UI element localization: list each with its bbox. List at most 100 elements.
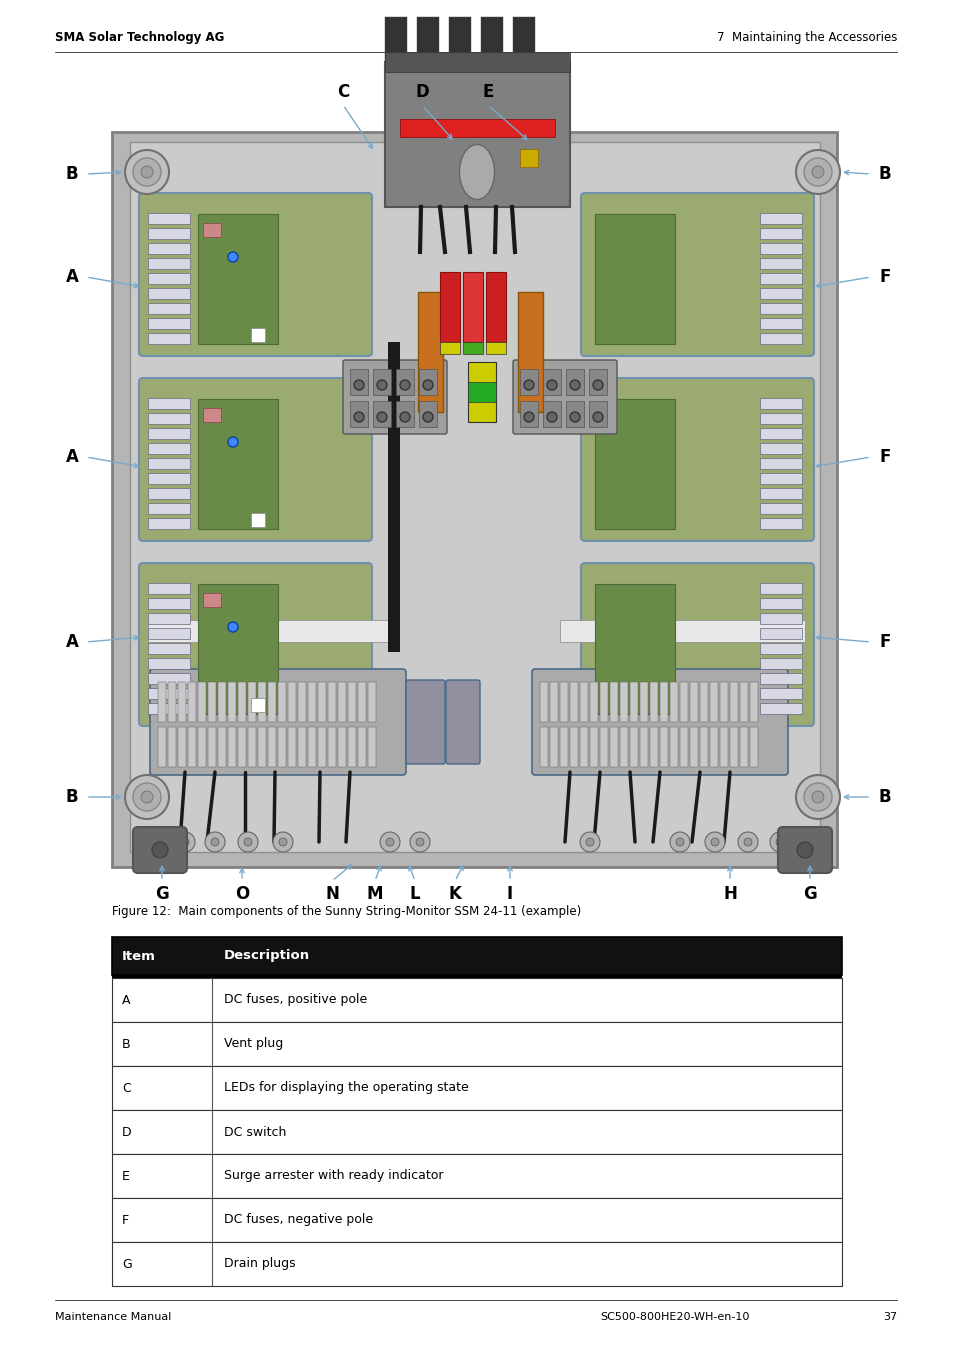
Bar — [148, 627, 190, 639]
Bar — [112, 1198, 841, 1242]
Bar — [148, 503, 190, 514]
Bar — [357, 681, 366, 722]
Text: F: F — [879, 448, 890, 466]
Circle shape — [278, 838, 287, 846]
Circle shape — [422, 380, 433, 389]
Bar — [148, 658, 190, 669]
Text: A: A — [66, 633, 78, 652]
Text: C: C — [122, 1082, 131, 1095]
Circle shape — [593, 380, 602, 389]
Bar — [112, 1155, 841, 1198]
Bar — [112, 937, 841, 975]
Text: G: G — [122, 1257, 132, 1271]
Bar — [418, 369, 436, 395]
Bar — [148, 473, 190, 484]
Bar — [589, 681, 598, 722]
Bar — [679, 727, 687, 767]
Text: G: G — [802, 886, 816, 903]
Bar — [251, 698, 265, 713]
Text: B: B — [66, 788, 78, 806]
Bar — [609, 727, 618, 767]
Bar — [760, 644, 801, 654]
Bar — [395, 369, 414, 395]
Text: M: M — [366, 886, 383, 903]
Bar — [659, 727, 667, 767]
Bar — [517, 292, 542, 412]
Circle shape — [669, 831, 689, 852]
Bar — [449, 18, 471, 62]
Text: Description: Description — [224, 949, 310, 963]
Text: F: F — [879, 633, 890, 652]
Bar — [112, 1242, 841, 1286]
Bar — [588, 402, 606, 427]
Circle shape — [273, 831, 293, 852]
Circle shape — [142, 154, 148, 160]
Bar — [198, 681, 206, 722]
Bar — [148, 258, 190, 269]
Circle shape — [811, 166, 823, 178]
Bar — [760, 397, 801, 410]
Circle shape — [710, 838, 719, 846]
Text: B: B — [122, 1037, 131, 1051]
Bar — [348, 681, 355, 722]
Text: B: B — [878, 788, 890, 806]
FancyBboxPatch shape — [406, 680, 444, 764]
Bar — [148, 214, 190, 224]
Circle shape — [743, 838, 751, 846]
Bar — [629, 727, 638, 767]
Bar — [720, 727, 727, 767]
Bar — [148, 288, 190, 299]
Bar — [158, 727, 166, 767]
Text: DC fuses, positive pole: DC fuses, positive pole — [224, 994, 367, 1006]
Bar — [148, 273, 190, 284]
Circle shape — [775, 838, 783, 846]
Circle shape — [132, 158, 161, 187]
Circle shape — [228, 437, 237, 448]
Bar — [462, 272, 482, 342]
Text: F: F — [122, 1214, 129, 1226]
Circle shape — [142, 840, 148, 845]
Circle shape — [125, 775, 169, 819]
Bar — [760, 658, 801, 669]
Text: Maintenance Manual: Maintenance Manual — [55, 1311, 172, 1322]
Bar — [297, 727, 306, 767]
FancyBboxPatch shape — [778, 827, 831, 873]
Bar — [328, 681, 335, 722]
Text: K: K — [448, 886, 461, 903]
Circle shape — [181, 838, 189, 846]
Bar — [709, 681, 718, 722]
Bar — [519, 402, 537, 427]
Circle shape — [211, 838, 219, 846]
Circle shape — [376, 380, 387, 389]
Bar — [542, 402, 560, 427]
Text: C: C — [336, 82, 349, 101]
Bar — [198, 399, 277, 529]
Circle shape — [244, 838, 252, 846]
FancyBboxPatch shape — [446, 680, 479, 764]
Circle shape — [399, 380, 410, 389]
Bar — [760, 412, 801, 425]
Bar — [148, 333, 190, 343]
Circle shape — [152, 842, 168, 859]
Bar — [418, 402, 436, 427]
Circle shape — [386, 838, 394, 846]
Bar — [399, 119, 555, 137]
Circle shape — [416, 838, 423, 846]
Circle shape — [141, 166, 152, 178]
Bar — [599, 727, 607, 767]
Bar — [760, 473, 801, 484]
Bar — [709, 727, 718, 767]
Bar — [417, 292, 442, 412]
Bar — [148, 228, 190, 239]
Bar — [700, 727, 707, 767]
Bar — [178, 727, 186, 767]
Bar — [251, 512, 265, 527]
Bar — [569, 681, 578, 722]
Bar — [629, 681, 638, 722]
FancyBboxPatch shape — [343, 360, 447, 434]
Bar — [248, 727, 255, 767]
Bar — [317, 681, 326, 722]
Text: N: N — [325, 886, 338, 903]
Text: Item: Item — [122, 949, 155, 963]
Bar — [148, 673, 190, 684]
